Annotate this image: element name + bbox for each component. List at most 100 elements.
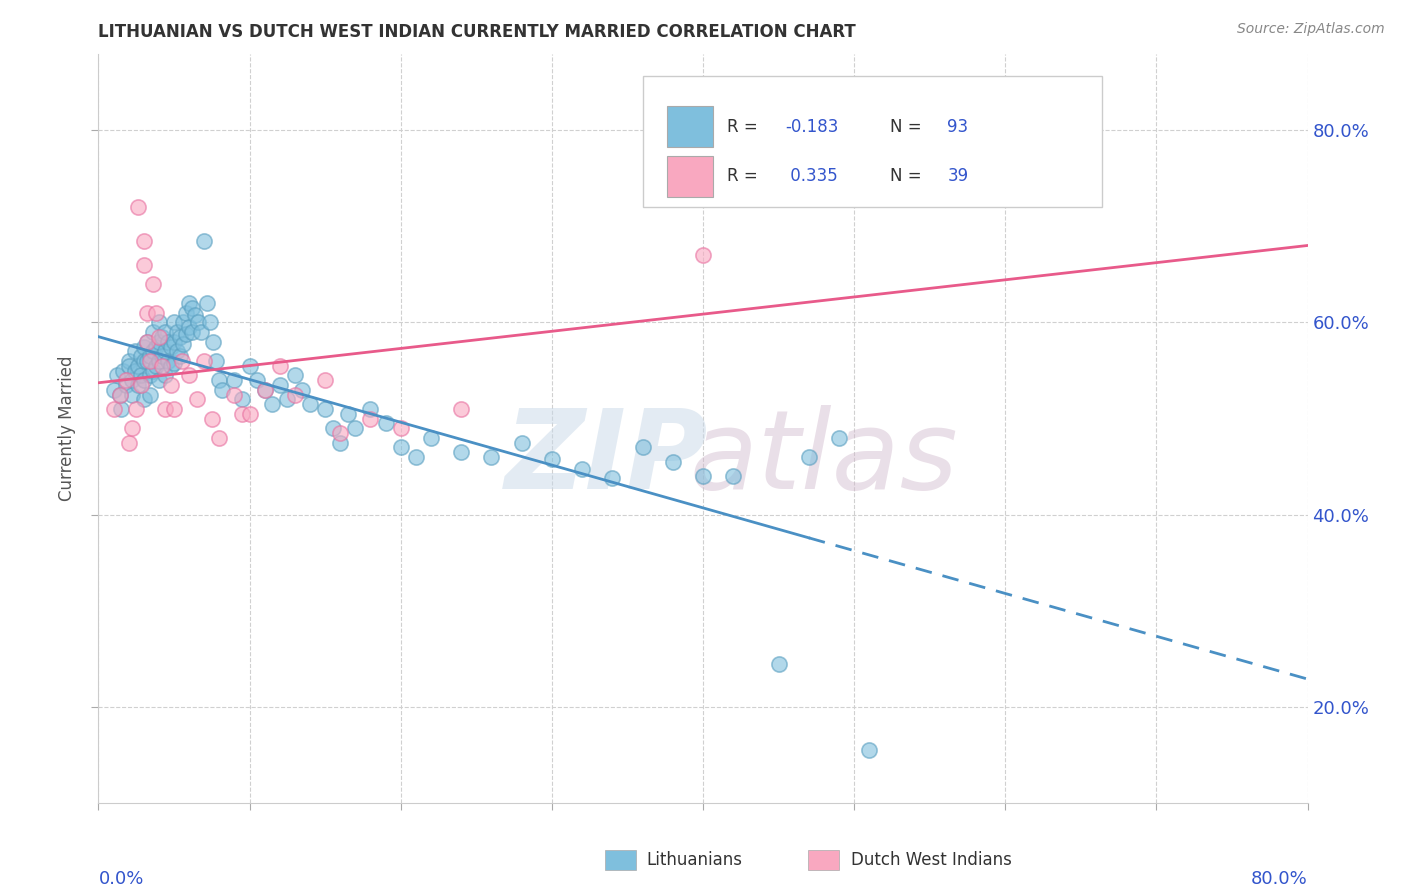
Point: [172, 316, 194, 330]
Point: [160, 339, 183, 353]
Point: [179, 296, 201, 310]
Point: [797, 450, 820, 464]
Point: [299, 397, 322, 411]
Point: [153, 401, 176, 416]
Text: N =: N =: [890, 167, 928, 186]
Point: [269, 359, 291, 373]
Point: [269, 378, 291, 392]
Text: Dutch West Indians: Dutch West Indians: [851, 851, 1011, 869]
Point: [181, 301, 204, 315]
Point: [142, 325, 165, 339]
Point: [276, 392, 298, 407]
Point: [631, 441, 654, 455]
Text: LITHUANIAN VS DUTCH WEST INDIAN CURRENTLY MARRIED CORRELATION CHART: LITHUANIAN VS DUTCH WEST INDIAN CURRENTL…: [98, 23, 856, 41]
Point: [253, 383, 276, 397]
Point: [181, 325, 204, 339]
Point: [163, 334, 186, 349]
Point: [125, 401, 148, 416]
Point: [132, 258, 155, 272]
Point: [150, 349, 173, 363]
Point: [858, 191, 880, 205]
Text: ZIP: ZIP: [505, 405, 709, 512]
Text: R =: R =: [727, 167, 763, 186]
Text: 0.0%: 0.0%: [98, 871, 143, 888]
Point: [179, 320, 201, 334]
Point: [329, 435, 352, 450]
Text: 39: 39: [948, 167, 969, 186]
Point: [148, 330, 170, 344]
Point: [166, 325, 188, 339]
Point: [118, 435, 141, 450]
Point: [118, 359, 141, 373]
Point: [360, 411, 382, 425]
Point: [661, 455, 683, 469]
Point: [132, 339, 155, 353]
Point: [163, 316, 186, 330]
Point: [224, 373, 246, 387]
Point: [195, 296, 218, 310]
Point: [208, 431, 231, 445]
Point: [405, 450, 427, 464]
Point: [692, 469, 714, 483]
Point: [172, 336, 194, 351]
Text: 0.335: 0.335: [785, 167, 838, 186]
Point: [193, 234, 215, 248]
Point: [231, 392, 253, 407]
Y-axis label: Currently Married: Currently Married: [58, 355, 76, 501]
Point: [262, 397, 284, 411]
Text: 93: 93: [948, 118, 969, 136]
Point: [253, 383, 276, 397]
Point: [105, 368, 128, 383]
Point: [127, 359, 149, 373]
Point: [132, 392, 155, 407]
Point: [190, 325, 212, 339]
Point: [450, 445, 472, 459]
Point: [723, 469, 745, 483]
Point: [139, 387, 162, 401]
Point: [111, 363, 134, 377]
Point: [121, 421, 143, 435]
Point: [156, 334, 179, 349]
Text: N =: N =: [890, 118, 928, 136]
Point: [129, 378, 152, 392]
Point: [139, 349, 162, 363]
Point: [129, 368, 152, 383]
Point: [329, 425, 352, 440]
Point: [108, 387, 131, 401]
Point: [389, 421, 412, 435]
Text: Lithuanians: Lithuanians: [647, 851, 742, 869]
Point: [360, 401, 382, 416]
Point: [246, 373, 269, 387]
Point: [602, 471, 624, 485]
Point: [139, 368, 162, 383]
Text: atlas: atlas: [689, 405, 959, 512]
Point: [124, 344, 146, 359]
Point: [160, 378, 183, 392]
Point: [205, 354, 228, 368]
Point: [103, 383, 125, 397]
Point: [184, 308, 207, 322]
Point: [160, 359, 183, 373]
Point: [166, 344, 188, 359]
Point: [450, 401, 472, 416]
Point: [142, 277, 165, 291]
Point: [132, 373, 155, 387]
Point: [132, 354, 155, 368]
FancyBboxPatch shape: [666, 106, 713, 147]
Point: [148, 316, 170, 330]
Point: [314, 401, 336, 416]
Point: [169, 330, 191, 344]
FancyBboxPatch shape: [666, 155, 713, 197]
Point: [129, 349, 152, 363]
Text: 80.0%: 80.0%: [1251, 871, 1308, 888]
Point: [239, 359, 262, 373]
Point: [540, 451, 562, 466]
Point: [284, 368, 307, 383]
Point: [170, 354, 193, 368]
Point: [858, 743, 880, 757]
Point: [127, 378, 149, 392]
FancyBboxPatch shape: [643, 76, 1102, 207]
Point: [135, 334, 157, 349]
Point: [389, 441, 412, 455]
Point: [481, 450, 503, 464]
